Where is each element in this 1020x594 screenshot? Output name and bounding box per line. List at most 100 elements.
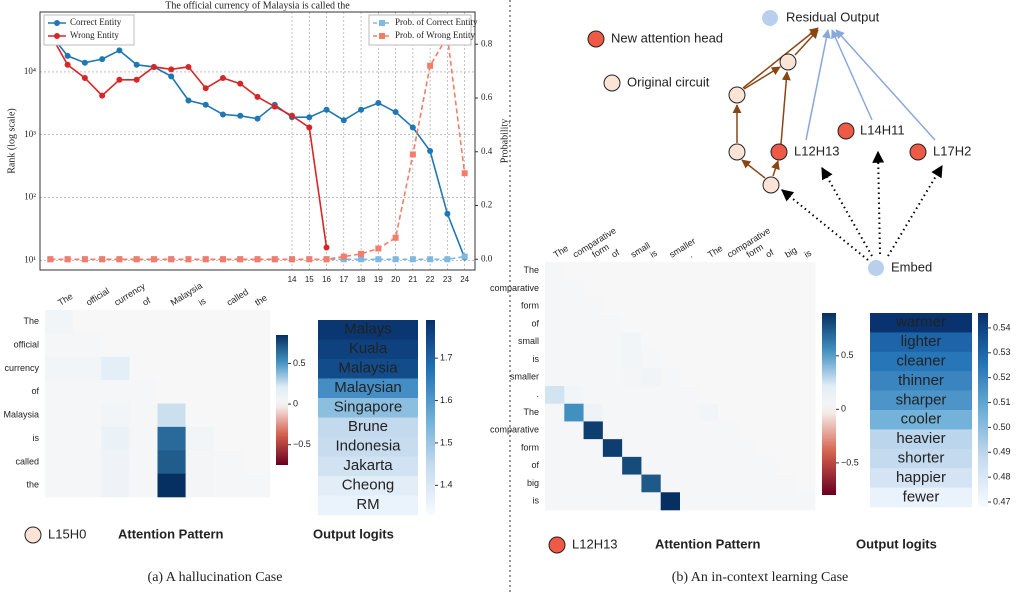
heat-cell xyxy=(757,350,777,369)
plot-frame xyxy=(39,11,476,271)
point xyxy=(81,256,88,263)
heat-cell xyxy=(73,426,102,451)
point xyxy=(133,76,140,83)
heat-cell xyxy=(718,386,739,405)
point xyxy=(47,256,54,263)
heat-cell xyxy=(45,310,74,334)
blue-arrows xyxy=(805,29,936,141)
point xyxy=(271,103,278,110)
row-label: of xyxy=(531,460,539,470)
heat-cell xyxy=(795,421,816,440)
legend-marker xyxy=(54,20,60,26)
heat-cell xyxy=(602,315,623,334)
circuit-node xyxy=(728,143,746,161)
heat-cell xyxy=(737,332,758,351)
row-label: The xyxy=(23,316,39,326)
point xyxy=(306,114,313,121)
heat-cell xyxy=(129,403,158,428)
heat-cell xyxy=(660,421,681,440)
heat-cell xyxy=(45,333,74,358)
colorbar-tick-label: 0 xyxy=(841,404,846,414)
heat-cell xyxy=(660,368,681,387)
heat-cell xyxy=(602,403,623,422)
point xyxy=(340,117,347,124)
heat-cell xyxy=(622,297,642,316)
heat-cell xyxy=(718,315,739,334)
col-label: smaller xyxy=(667,236,697,260)
chart-title: The official currency of Malaysia is cal… xyxy=(165,0,350,11)
logit-cell xyxy=(870,390,972,411)
heat-cell xyxy=(213,426,243,451)
colorbar xyxy=(978,313,988,507)
heat-cell xyxy=(699,315,719,334)
heat-cell xyxy=(185,310,215,334)
heat-cell xyxy=(699,332,719,351)
row-label: Malaysia xyxy=(3,410,39,420)
heat-cell xyxy=(795,279,816,298)
heat-cell xyxy=(602,456,623,475)
embed-node xyxy=(868,260,884,276)
heat-cell xyxy=(45,450,74,474)
row-label: form xyxy=(521,442,539,452)
heat-cell xyxy=(699,350,719,369)
heat-cell xyxy=(602,279,623,298)
point xyxy=(392,256,399,263)
heat-cell xyxy=(622,279,642,298)
heat-cell xyxy=(185,356,215,381)
heat-cell xyxy=(602,332,623,351)
heat-cell xyxy=(129,450,158,474)
heat-cell xyxy=(241,310,271,334)
heat-cell xyxy=(660,492,681,511)
heat-cell xyxy=(660,279,681,298)
heat-cell xyxy=(776,492,797,511)
heat-cell xyxy=(660,456,681,475)
col-label: is xyxy=(648,248,659,260)
heat-cell xyxy=(564,262,584,281)
heat-cell xyxy=(564,386,584,405)
heat-cell xyxy=(776,439,797,458)
heat-cell xyxy=(622,474,642,493)
legend-new-head xyxy=(587,30,605,48)
legend-original xyxy=(603,74,621,92)
heat-cell xyxy=(718,279,739,298)
heat-cell xyxy=(737,456,758,475)
point xyxy=(64,256,71,263)
row-label: form xyxy=(521,301,539,311)
point xyxy=(340,253,347,260)
heat-cell xyxy=(641,386,662,405)
heat-cell xyxy=(795,350,816,369)
series-line xyxy=(49,33,466,258)
colorbar xyxy=(426,320,435,515)
col-label: of xyxy=(610,247,622,260)
heat-cell xyxy=(564,403,584,422)
point xyxy=(185,97,192,104)
colorbar-tick-label: 0.48 xyxy=(993,472,1011,482)
heat-cell xyxy=(583,297,604,316)
heat-cell xyxy=(73,380,102,404)
point xyxy=(185,63,192,70)
logit-token: Malays xyxy=(344,321,392,338)
heat-cell xyxy=(564,439,584,458)
legend-label: Wrong Entity xyxy=(70,30,119,40)
heat-cell xyxy=(602,350,623,369)
heat-cell xyxy=(45,403,74,428)
heat-cell xyxy=(73,356,102,381)
heat-cell xyxy=(101,380,130,404)
point xyxy=(461,253,468,260)
point xyxy=(392,234,399,241)
heat-cell xyxy=(545,297,565,316)
heat-cell xyxy=(737,492,758,511)
heat-cell xyxy=(680,279,700,298)
colorbar-tick-label: 1.5 xyxy=(440,437,453,447)
heat-cell xyxy=(757,368,777,387)
heat-cell xyxy=(737,474,758,493)
heat-cell xyxy=(680,315,700,334)
heat-cell xyxy=(157,380,186,404)
circuit-node xyxy=(728,86,746,104)
heat-cell xyxy=(241,450,271,474)
x-tick-label: 15 xyxy=(305,275,314,284)
heat-cell xyxy=(564,492,584,511)
heat-cell xyxy=(757,439,777,458)
heat-cell xyxy=(602,297,623,316)
col-label: The xyxy=(56,291,74,308)
